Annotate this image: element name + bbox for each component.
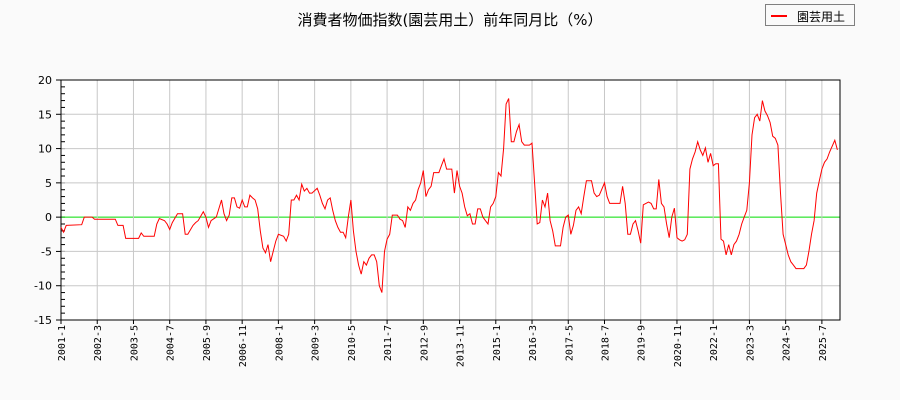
chart-title: 消費者物価指数(園芸用土）前年同月比（%） [297, 11, 603, 29]
y-tick-label: 20 [38, 74, 52, 87]
x-tick-label: 2024-5 [782, 325, 793, 361]
x-tick-label: 2022-1 [709, 325, 720, 361]
x-tick-label: 2017-5 [564, 325, 575, 361]
legend-swatch [771, 15, 787, 17]
series-line-園芸用土 [60, 98, 838, 293]
x-tick-label: 2018-7 [600, 325, 611, 361]
x-tick-label: 2002-3 [93, 325, 104, 361]
x-tick-label: 2019-9 [637, 325, 648, 361]
y-tick-label: 5 [45, 177, 52, 190]
x-tick-label: 2010-5 [347, 325, 358, 361]
x-tick-label: 2015-1 [492, 325, 503, 361]
x-tick-label: 2020-11 [673, 325, 684, 367]
x-tick-label: 2012-9 [419, 325, 430, 361]
x-tick-label: 2011-7 [383, 325, 394, 361]
x-tick-label: 2023-3 [745, 325, 756, 361]
legend: 園芸用土 [765, 4, 855, 26]
x-tick-label: 2013-11 [456, 325, 467, 367]
legend-label: 園芸用土 [797, 10, 846, 24]
y-tick-label: -10 [34, 280, 52, 293]
x-tick-label: 2006-11 [238, 325, 249, 367]
x-tick-label: 2004-7 [166, 325, 177, 361]
x-tick-label: 2003-5 [129, 325, 140, 361]
x-tick-label: 2008-1 [274, 325, 285, 361]
y-tick-label: 15 [38, 108, 52, 121]
plot-area [61, 80, 840, 320]
y-tick-label: -15 [34, 314, 52, 327]
y-tick-label: -5 [41, 245, 52, 258]
x-tick-label: 2005-9 [202, 325, 213, 361]
plot-frame [60, 79, 841, 321]
y-tick-label: 0 [45, 211, 52, 224]
y-tick-label: 10 [38, 143, 52, 156]
x-tick-label: 2016-3 [528, 325, 539, 361]
x-tick-label: 2001-1 [57, 325, 68, 361]
x-tick-label: 2009-3 [311, 325, 322, 361]
x-tick-label: 2025-7 [818, 325, 829, 361]
